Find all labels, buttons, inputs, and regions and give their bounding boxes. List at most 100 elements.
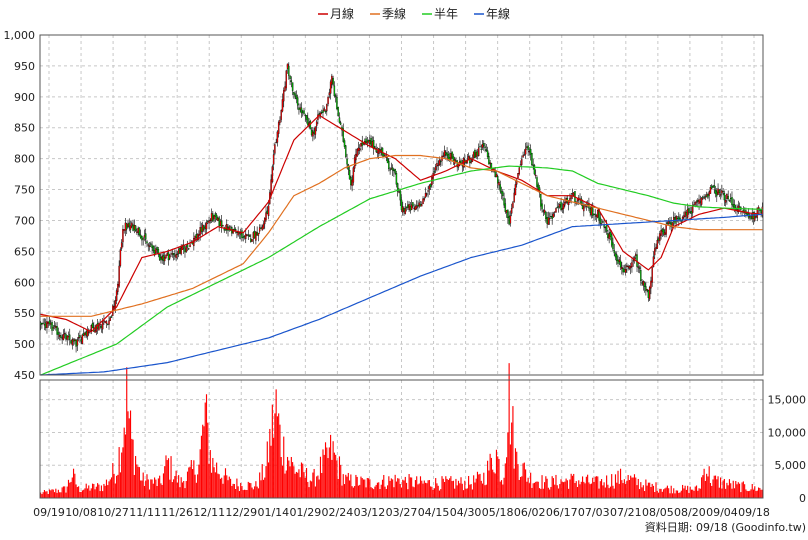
candle <box>400 194 403 213</box>
volume-bar <box>379 489 381 498</box>
volume-bar <box>357 485 360 498</box>
volume-bar <box>42 492 44 498</box>
volume-bar <box>141 480 143 498</box>
volume-bar <box>327 458 329 498</box>
volume-bar <box>255 481 257 498</box>
candle <box>560 197 562 212</box>
volume-bar <box>752 489 755 498</box>
volume-bar <box>507 432 509 498</box>
volume-bar <box>162 473 165 498</box>
volume-bar <box>298 469 300 498</box>
price-tick-label: 600 <box>14 276 35 289</box>
volume-bar <box>641 487 643 498</box>
volume-bar <box>222 483 224 498</box>
candle <box>290 76 293 88</box>
volume-bar <box>109 479 111 498</box>
candle <box>248 234 251 237</box>
volume-bar <box>333 452 335 498</box>
volume-bar <box>492 469 494 498</box>
volume-bar <box>514 448 517 498</box>
volume-bar <box>466 488 468 498</box>
candle <box>48 316 51 326</box>
volume-bar <box>332 441 334 498</box>
volume-bar <box>669 493 671 498</box>
volume-bar <box>627 474 629 498</box>
volume-tick-label: 5,000 <box>775 459 807 472</box>
volume-bar <box>165 455 167 498</box>
volume-bar <box>711 485 713 498</box>
volume-bar <box>712 479 714 498</box>
volume-bar <box>598 488 600 498</box>
volume-bar <box>131 438 133 498</box>
candle <box>436 158 438 172</box>
volume-bar <box>682 484 684 498</box>
candle <box>319 111 322 119</box>
volume-bar <box>59 492 61 498</box>
volume-bar <box>124 434 127 498</box>
volume-bar <box>588 482 590 498</box>
price-tick-label: 800 <box>14 153 35 166</box>
volume-bar <box>94 489 96 498</box>
source-note: 資料日期: 09/18 (Goodinfo.tw) <box>645 520 806 534</box>
candle <box>165 254 167 259</box>
volume-bar <box>213 467 215 498</box>
volume-bar <box>52 489 54 498</box>
volume-bar <box>95 486 97 498</box>
candle <box>90 324 93 335</box>
volume-bar <box>280 457 282 498</box>
date-tick-label: 09/19 <box>33 506 65 519</box>
volume-bar <box>389 480 391 498</box>
volume-bar <box>347 472 349 498</box>
volume-bar <box>331 459 333 498</box>
volume-bar <box>269 428 271 498</box>
volume-bar <box>494 473 496 498</box>
volume-bar <box>224 468 227 498</box>
volume-bar <box>127 411 129 498</box>
volume-bar <box>685 489 687 498</box>
volume-bar <box>237 486 239 498</box>
volume-bar <box>542 488 544 498</box>
volume-bar <box>135 456 137 498</box>
candle <box>704 194 707 201</box>
volume-bar <box>450 476 452 498</box>
ma-line-1 <box>40 154 763 317</box>
volume-bar <box>384 486 386 498</box>
volume-bar <box>717 476 719 498</box>
volume-bar <box>533 482 536 498</box>
candle <box>514 179 517 196</box>
candle <box>291 82 294 96</box>
volume-bar <box>314 486 316 498</box>
candle <box>71 337 74 350</box>
ma-line-3 <box>40 213 763 376</box>
candle <box>695 199 698 207</box>
date-tick-label: 01/14 <box>257 506 289 519</box>
volume-bar <box>219 478 222 498</box>
candle <box>718 189 721 198</box>
candle <box>410 199 413 211</box>
candle <box>499 180 501 194</box>
candle <box>486 146 489 160</box>
volume-bar <box>61 487 63 498</box>
volume-bar <box>211 472 213 498</box>
candle <box>396 182 399 197</box>
volume-bar <box>495 449 498 498</box>
volume-bar <box>707 476 709 498</box>
candle <box>426 192 428 197</box>
volume-bar <box>660 488 662 498</box>
volume-bar <box>578 480 580 498</box>
candle <box>686 203 689 220</box>
volume-bar <box>713 475 715 498</box>
volume-bar <box>574 482 576 498</box>
volume-bar <box>723 478 725 498</box>
volume-bar <box>302 463 304 498</box>
candle <box>509 210 512 227</box>
volume-bar <box>456 485 458 498</box>
volume-bar <box>393 487 395 498</box>
candle <box>671 221 674 229</box>
volume-bar <box>609 486 611 498</box>
candle <box>91 319 94 329</box>
volume-bar <box>519 476 522 498</box>
volume-bar <box>252 489 254 498</box>
volume-bar <box>178 475 180 498</box>
